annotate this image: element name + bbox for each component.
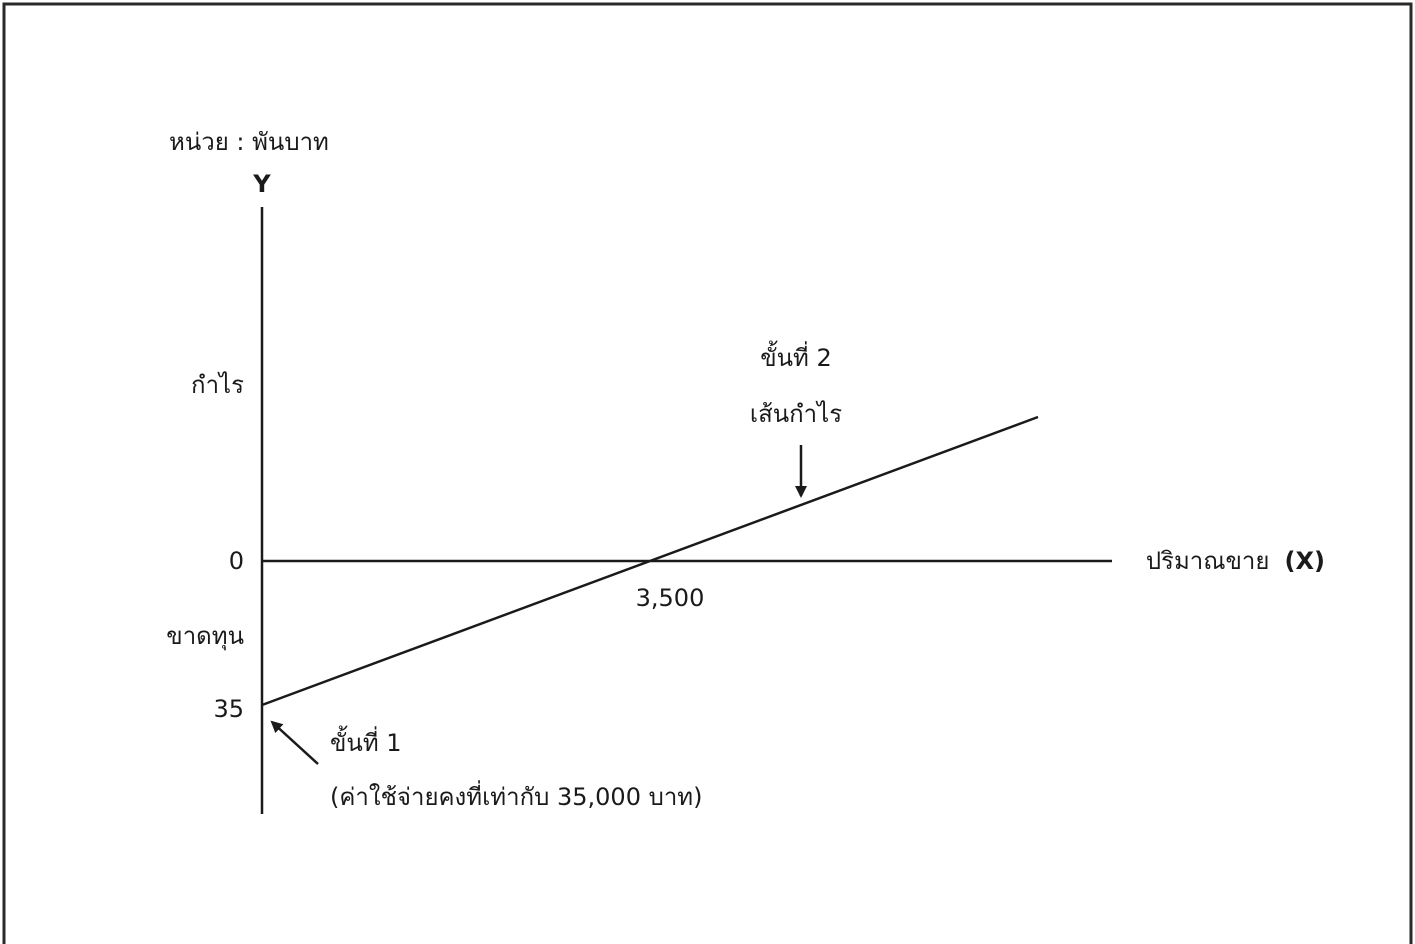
y-tick-label-35: 35 — [213, 695, 244, 723]
step1-arrow — [270, 720, 319, 765]
step2-label: เส้นกำไร — [750, 400, 842, 428]
region-label-loss: ขาดทุน — [166, 622, 244, 651]
profit-line — [261, 415, 1039, 707]
x-axis-label: ปริมาณขาย — [1146, 547, 1270, 575]
x-axis-title: ปริมาณขาย (X) — [1146, 547, 1325, 575]
region-label-profit: กำไร — [191, 371, 244, 399]
y-tick-label-0: 0 — [229, 547, 244, 575]
x-axis-letter: (X) — [1285, 547, 1325, 575]
step1-label: (ค่าใช้จ่ายคงที่เท่ากับ 35,000 บาท) — [330, 780, 703, 811]
step2-title: ขั้นที่ 2 — [760, 340, 832, 372]
x-tick-label-3500: 3,500 — [636, 584, 705, 612]
y-axis-letter: Y — [252, 170, 271, 198]
unit-label: หน่วย : พันบาท — [169, 128, 329, 156]
step1-title: ขั้นที่ 1 — [330, 725, 402, 757]
